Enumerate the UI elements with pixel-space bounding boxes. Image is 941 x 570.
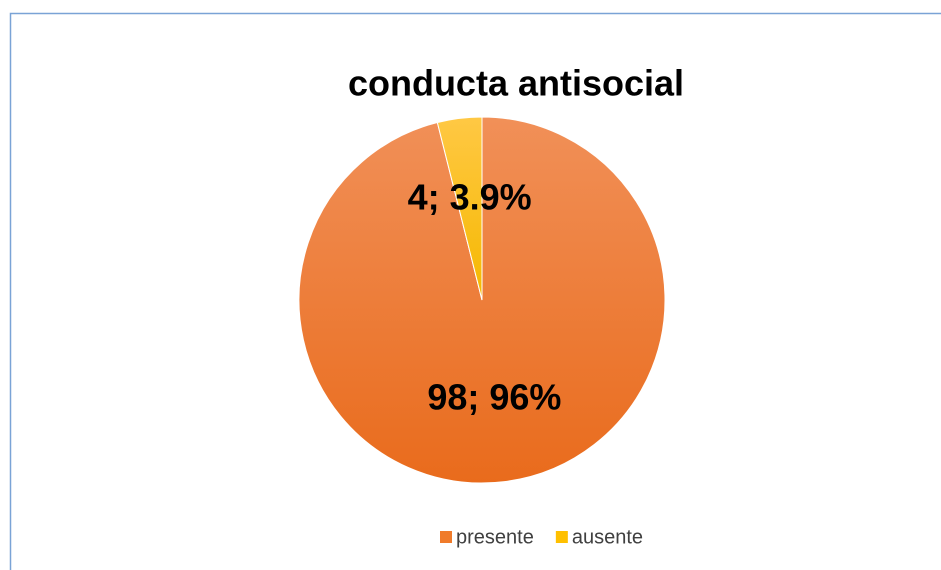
pie-slice [436,116,483,301]
data-label: 98; 96% [427,376,561,417]
legend-label: ausente [572,526,643,548]
legend-swatch [440,531,452,543]
chart-title: conducta antisocial [348,63,684,104]
legend-label: presente [456,526,534,548]
legend-swatch [555,531,568,543]
data-label: 4; 3.9% [408,177,532,218]
